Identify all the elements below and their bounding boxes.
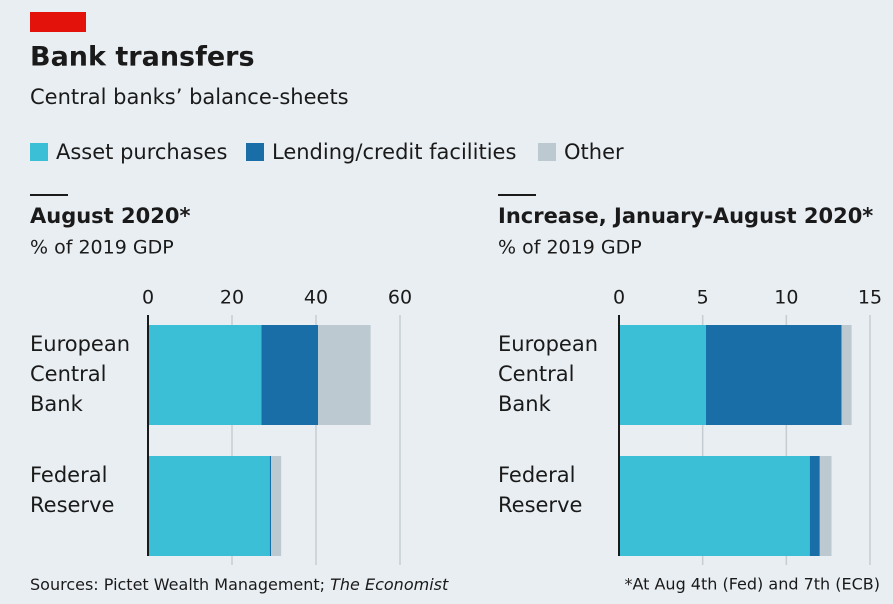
category-label: European Central Bank <box>498 332 598 416</box>
x-tick-label: 60 <box>388 287 412 309</box>
category-label: Federal Reserve <box>30 463 114 517</box>
bar-segment <box>148 456 270 556</box>
category-line: Federal <box>30 463 107 487</box>
category-line: Reserve <box>498 493 582 517</box>
legend-label: Other <box>564 140 624 164</box>
footnote: *At Aug 4th (Fed) and 7th (ECB) <box>624 575 880 594</box>
category-label: European Central Bank <box>30 332 130 416</box>
source-italic: The Economist <box>330 575 449 594</box>
category-line: Federal <box>498 463 575 487</box>
legend-label: Lending/credit facilities <box>272 140 516 164</box>
x-tick-label: 15 <box>858 287 882 309</box>
legend-swatch <box>246 143 264 161</box>
category-line: European <box>30 332 130 356</box>
source-text: Sources: Pictet Wealth Management; <box>30 575 330 594</box>
category-label: Federal Reserve <box>498 463 582 517</box>
chart-subtitle: Central banks’ balance-sheets <box>30 85 349 109</box>
category-line: Central <box>498 362 574 386</box>
bar-segment <box>269 456 272 556</box>
x-tick-label: 0 <box>142 287 154 309</box>
bar-segment <box>809 456 820 556</box>
x-tick-label: 10 <box>774 287 798 309</box>
category-line: Bank <box>30 392 84 416</box>
bar-segment <box>148 325 262 425</box>
legend-swatch <box>538 143 556 161</box>
x-tick-label: 20 <box>220 287 244 309</box>
category-line: European <box>498 332 598 356</box>
bar-segment <box>841 325 852 425</box>
bar-segment <box>271 456 282 556</box>
bar-segment <box>619 325 707 425</box>
bar-segment <box>261 325 319 425</box>
chart-title: Bank transfers <box>30 42 255 73</box>
bar-segment <box>619 456 810 556</box>
bar-segment <box>706 325 842 425</box>
category-line: Bank <box>498 392 552 416</box>
panel-subtitle: % of 2019 GDP <box>30 237 174 259</box>
red-tag <box>30 12 86 32</box>
panel-title: August 2020* <box>30 204 190 228</box>
category-line: Reserve <box>30 493 114 517</box>
x-tick-label: 5 <box>697 287 709 309</box>
bar-segment <box>819 456 832 556</box>
panel-title: Increase, January-August 2020* <box>498 204 873 228</box>
panel-subtitle: % of 2019 GDP <box>498 237 642 259</box>
legend-swatch <box>30 143 48 161</box>
category-line: Central <box>30 362 106 386</box>
source: Sources: Pictet Wealth Management; The E… <box>30 575 449 594</box>
bar-segment <box>318 325 371 425</box>
x-tick-label: 0 <box>613 287 625 309</box>
legend-label: Asset purchases <box>56 140 227 164</box>
x-tick-label: 40 <box>304 287 328 309</box>
